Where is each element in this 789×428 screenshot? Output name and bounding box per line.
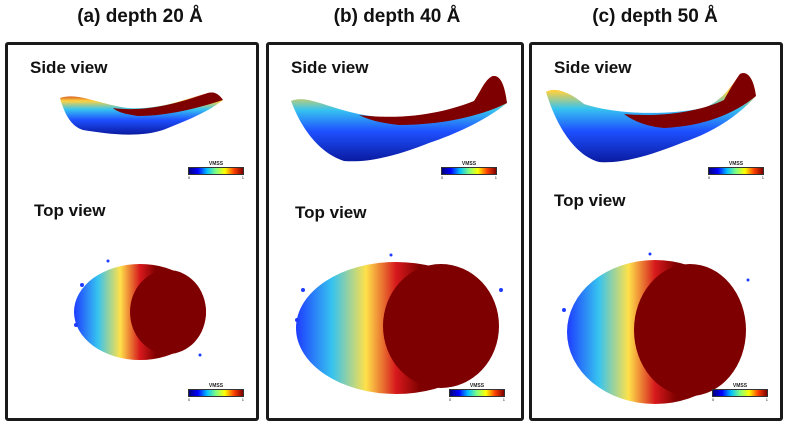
colorbar-gradient (441, 167, 497, 175)
colorbar-gradient (188, 167, 244, 175)
colorbar-gradient (712, 389, 768, 397)
panel-c-title: (c) depth 50 Å (592, 6, 718, 27)
top-view-label: Top view (554, 191, 626, 210)
panel-a-title: (a) depth 20 Å (77, 6, 203, 27)
colorbar-gradient (188, 389, 244, 397)
top-view-label: Top view (295, 203, 367, 222)
colorbar-title: VMSS (208, 161, 224, 167)
top-view-crater-b (295, 253, 503, 394)
colorbar-title: VMSS (728, 161, 744, 167)
colorbar-title: VMSS (732, 383, 748, 389)
side-view-label: Side view (30, 58, 108, 77)
colorbar-side-b: VMSS 0 1 (441, 161, 497, 180)
colorbar-max: 1 (241, 397, 244, 402)
side-view-label: Side view (291, 58, 369, 77)
colorbar-max: 1 (765, 397, 768, 402)
panel-a: Side view VMSS 0 1 Top view VMSS 0 1 (5, 42, 259, 421)
colorbar-min: 0 (708, 175, 711, 180)
side-view-crater-a (60, 92, 223, 135)
colorbar-min: 0 (449, 397, 452, 402)
colorbar-top-c: VMSS 0 1 (712, 383, 768, 402)
colorbar-max: 1 (502, 397, 505, 402)
colorbar-top-b: VMSS 0 1 (449, 383, 505, 402)
colorbar-min: 0 (188, 397, 191, 402)
colorbar-side-a: VMSS 0 1 (188, 161, 244, 180)
colorbar-max: 1 (761, 175, 764, 180)
colorbar-side-c: VMSS 0 1 (708, 161, 764, 180)
colorbar-gradient (449, 389, 505, 397)
panel-b: Side view VMSS 0 1 Top view VMSS 0 1 (266, 42, 524, 421)
top-view-crater-c (562, 252, 750, 404)
colorbar-min: 0 (188, 175, 191, 180)
side-view-label: Side view (554, 58, 632, 77)
side-view-crater-c (546, 73, 756, 163)
panel-c: Side view VMSS 0 1 Top view VMSS 0 1 (529, 42, 783, 421)
panel-b-title: (b) depth 40 Å (333, 6, 461, 27)
colorbar-min: 0 (441, 175, 444, 180)
top-view-label: Top view (34, 201, 106, 220)
colorbar-max: 1 (241, 175, 244, 180)
colorbar-max: 1 (494, 175, 497, 180)
colorbar-top-a: VMSS 0 1 (188, 383, 244, 402)
colorbar-title: VMSS (469, 383, 485, 389)
side-view-crater-b (291, 75, 507, 162)
top-view-crater-a (74, 259, 206, 360)
colorbar-gradient (708, 167, 764, 175)
colorbar-min: 0 (712, 397, 715, 402)
colorbar-title: VMSS (461, 161, 477, 167)
colorbar-title: VMSS (208, 383, 224, 389)
